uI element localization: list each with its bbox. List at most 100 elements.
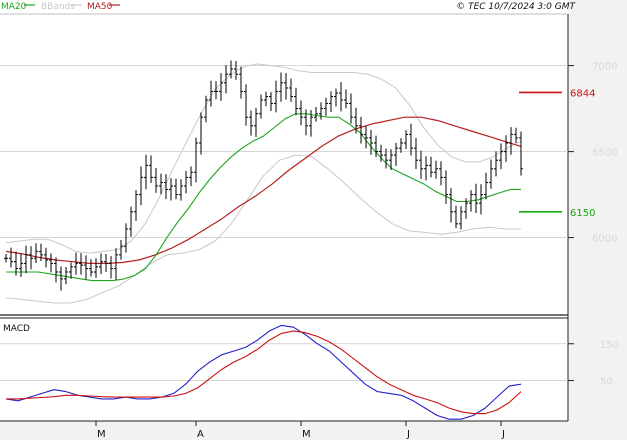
ohlc-bar	[204, 95, 208, 123]
ohlc-bar	[454, 205, 458, 229]
ohlc-bar	[124, 223, 128, 253]
ohlc-bar	[149, 155, 153, 183]
macd-line	[5, 324, 522, 420]
ohlc-bar	[184, 171, 188, 194]
ohlc-bar	[99, 253, 103, 275]
ohlc-bar	[4, 253, 8, 263]
ohlc-bar	[419, 150, 423, 179]
ohlc-bar	[229, 60, 233, 79]
ohlc-bar	[29, 246, 33, 270]
ohlc-bar	[49, 253, 53, 273]
ohlc-bar	[449, 188, 453, 223]
ohlc-bar	[409, 123, 413, 156]
ohlc-bar	[489, 159, 493, 189]
ohlc-bar	[394, 142, 398, 167]
ohlc-bar	[249, 110, 253, 136]
ohlc-bar	[219, 73, 223, 101]
ohlc-bar	[104, 253, 108, 272]
ohlc-bar	[174, 178, 178, 200]
ohlc-bar	[254, 107, 258, 137]
ohlc-bar	[294, 87, 298, 116]
header-legend: MA20 BBands MA50	[1, 2, 120, 12]
ohlc-bar	[314, 107, 318, 122]
level-label-resistance: 6844	[570, 88, 595, 99]
ohlc-bar	[369, 129, 373, 155]
ohlc-bar	[354, 107, 358, 134]
ohlc-bar	[54, 257, 58, 283]
ohlc-bar	[169, 178, 173, 201]
ohlc-bar	[209, 80, 213, 107]
ohlc-bar	[24, 245, 28, 274]
ohlc-bar	[159, 173, 163, 195]
ohlc-bar	[9, 247, 13, 268]
ohlc-bar	[19, 253, 23, 277]
ohlc-bar	[244, 84, 248, 126]
price-series	[5, 63, 522, 304]
ohlc-bar	[269, 92, 273, 112]
ohlc-bar	[284, 72, 288, 100]
ohlc-bar	[344, 89, 348, 109]
ohlc-bar	[464, 198, 468, 219]
legend-bbands-label: BBands	[41, 2, 75, 12]
ohlc-bar	[129, 206, 133, 237]
ohlc-bar	[469, 190, 473, 212]
ohlc-bar	[84, 255, 88, 280]
ohlc-bar	[259, 94, 263, 119]
bband-lower-line	[5, 154, 521, 304]
ohlc-bar	[234, 60, 238, 80]
ohlc-bar	[399, 138, 403, 153]
macd-tick-label-50: 50	[600, 377, 613, 388]
ohlc-bar	[484, 172, 488, 200]
ohlc-bar	[384, 148, 388, 169]
ohlc-bar	[364, 125, 368, 149]
ohlc-bar	[119, 240, 123, 260]
ohlc-bar	[94, 258, 98, 278]
ohlc-bar	[429, 156, 433, 178]
ohlc-bar	[514, 127, 518, 144]
price-grid: 6000 6500 7000	[0, 62, 617, 245]
ohlc-bar	[494, 151, 498, 177]
bottom-gutter	[0, 421, 568, 440]
time-tick-label-4: J	[501, 429, 505, 440]
time-tick-label-1: A	[197, 429, 204, 440]
ohlc-bar	[144, 154, 148, 190]
ohlc-bar	[89, 259, 93, 277]
time-tick-label-3: J	[406, 429, 410, 440]
ohlc-bar	[79, 253, 83, 275]
ohlc-bar	[479, 184, 483, 215]
right-gutter	[568, 0, 627, 440]
ohlc-bar	[309, 109, 313, 137]
ohlc-bar	[509, 127, 513, 155]
ohlc-bar	[374, 135, 378, 158]
ohlc-bar	[379, 144, 383, 162]
ohlc-bar	[139, 166, 143, 206]
ohlc-bar	[499, 143, 503, 170]
ohlc-bar	[414, 138, 418, 169]
ohlc-bar	[444, 170, 448, 204]
bband-upper-line	[5, 63, 522, 254]
ohlc-bars	[4, 60, 523, 291]
ohlc-bar	[349, 93, 353, 124]
ohlc-bar	[319, 102, 323, 120]
ohlc-bar	[299, 100, 303, 126]
copyright-text: © TEC 10/7/2024 3:0 GMT	[456, 2, 576, 12]
price-tick-label-6000: 6000	[592, 234, 617, 245]
ohlc-bar	[329, 91, 333, 113]
ohlc-bar	[504, 135, 508, 162]
macd-series	[5, 324, 522, 420]
ohlc-bar	[389, 149, 393, 170]
ohlc-bar	[14, 251, 18, 276]
macd-panel	[0, 318, 568, 421]
ma20-line	[6, 113, 521, 282]
ohlc-bar	[109, 256, 113, 279]
ohlc-bar	[474, 183, 478, 214]
ohlc-bar	[239, 66, 243, 99]
ohlc-bar	[289, 78, 293, 102]
ohlc-bar	[64, 267, 68, 285]
legend-ma50-label: MA50	[87, 2, 113, 12]
ohlc-bar	[114, 248, 118, 280]
ohlc-bar	[339, 82, 343, 112]
ohlc-bar	[39, 243, 43, 261]
